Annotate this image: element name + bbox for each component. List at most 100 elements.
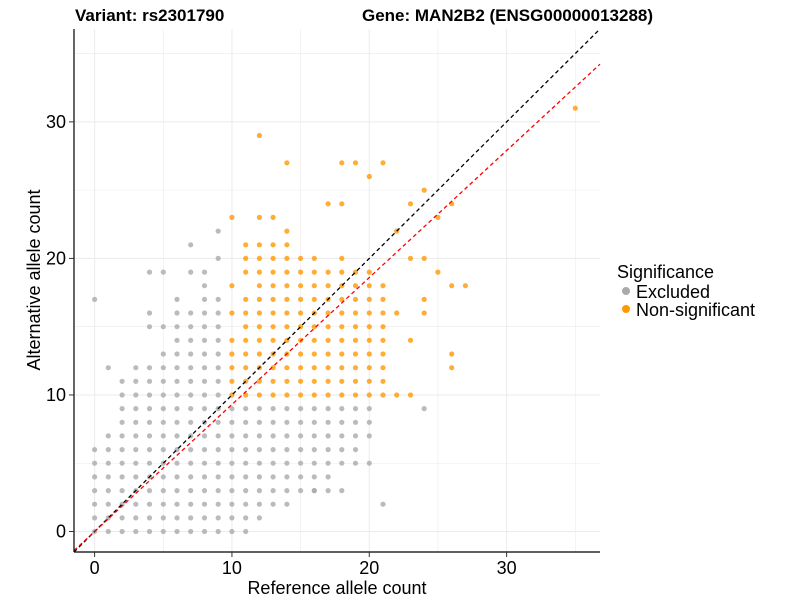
data-point-non-significant [311, 378, 317, 384]
data-point-excluded [146, 324, 153, 330]
data-point-excluded [188, 269, 194, 275]
data-point-excluded [146, 419, 153, 425]
data-point-excluded [188, 447, 194, 453]
data-point-excluded [229, 528, 235, 535]
data-point-non-significant [380, 324, 386, 330]
data-point-non-significant [229, 337, 235, 343]
data-point-excluded [92, 296, 98, 302]
data-point-excluded [215, 255, 221, 261]
data-point-excluded [380, 501, 386, 507]
data-point-excluded [174, 351, 180, 357]
data-point-excluded [215, 324, 221, 330]
y-tick-label: 10 [46, 385, 66, 405]
data-point-excluded [188, 488, 194, 494]
data-point-excluded [270, 501, 276, 507]
data-point-excluded [215, 337, 221, 343]
data-point-excluded [270, 433, 276, 439]
data-point-excluded [119, 433, 125, 439]
data-point-excluded [256, 488, 262, 494]
data-point-excluded [92, 460, 98, 466]
data-point-excluded [215, 474, 221, 480]
data-point-non-significant [366, 296, 372, 302]
data-point-non-significant [366, 324, 372, 330]
data-point-excluded [160, 378, 166, 384]
data-point-excluded [243, 460, 249, 466]
data-point-excluded [215, 515, 221, 521]
data-point-excluded [243, 501, 249, 507]
data-point-excluded [119, 419, 125, 425]
data-point-excluded [201, 324, 208, 330]
data-point-non-significant [421, 187, 427, 193]
data-point-excluded [133, 378, 139, 384]
x-axis-title: Reference allele count [247, 578, 426, 598]
data-point-non-significant [380, 283, 386, 289]
data-point-non-significant [270, 269, 276, 275]
data-point-excluded [174, 378, 180, 384]
data-point-excluded [188, 378, 194, 384]
data-point-excluded [92, 488, 98, 494]
data-point-excluded [188, 528, 194, 535]
x-tick-label: 30 [497, 558, 517, 578]
data-point-non-significant [311, 283, 317, 289]
data-point-non-significant [352, 365, 359, 371]
data-point-excluded [339, 433, 345, 439]
data-point-excluded [325, 460, 331, 466]
data-point-non-significant [243, 351, 249, 357]
data-point-excluded [215, 365, 221, 371]
data-point-non-significant [298, 310, 304, 316]
data-point-excluded [105, 501, 111, 507]
data-points [92, 105, 578, 535]
data-point-non-significant [449, 365, 455, 371]
data-point-excluded [421, 406, 427, 412]
data-point-excluded [325, 488, 331, 494]
data-point-non-significant [366, 351, 372, 357]
data-point-excluded [160, 433, 166, 439]
data-point-excluded [366, 419, 372, 425]
data-point-excluded [105, 365, 111, 371]
data-point-excluded [174, 392, 180, 398]
data-point-excluded [174, 296, 180, 302]
y-tick-label: 20 [46, 248, 66, 268]
data-point-non-significant [256, 310, 262, 316]
data-point-excluded [215, 392, 221, 398]
data-point-excluded [229, 433, 235, 439]
data-point-non-significant [339, 160, 345, 166]
data-point-excluded [188, 501, 194, 507]
data-point-excluded [188, 310, 194, 316]
data-point-non-significant [229, 283, 235, 289]
legend-swatch-nonsignificant [622, 305, 630, 313]
data-point-excluded [119, 474, 125, 480]
data-point-non-significant [311, 337, 317, 343]
data-point-non-significant [407, 255, 414, 261]
data-point-excluded [339, 447, 345, 453]
data-point-non-significant [229, 365, 235, 371]
data-point-excluded [352, 460, 359, 466]
data-point-excluded [298, 447, 304, 453]
data-point-excluded [160, 365, 166, 371]
data-point-excluded [92, 447, 98, 453]
data-point-excluded [215, 433, 221, 439]
data-point-excluded [256, 406, 262, 412]
data-point-non-significant [256, 337, 262, 343]
data-point-excluded [201, 365, 208, 371]
data-point-excluded [188, 419, 194, 425]
data-point-excluded [215, 228, 221, 234]
y-axis-title: Alternative allele count [24, 189, 44, 370]
data-point-non-significant [270, 310, 276, 316]
data-point-excluded [105, 488, 111, 494]
data-point-non-significant [229, 378, 235, 384]
data-point-excluded [229, 447, 235, 453]
data-point-excluded [284, 406, 290, 412]
data-point-excluded [174, 310, 180, 316]
data-point-excluded [174, 501, 180, 507]
data-point-non-significant [243, 337, 249, 343]
data-point-non-significant [366, 283, 372, 289]
data-point-excluded [215, 528, 221, 535]
data-point-excluded [188, 242, 194, 248]
data-point-excluded [215, 501, 221, 507]
data-point-excluded [298, 419, 304, 425]
data-point-non-significant [284, 310, 290, 316]
data-point-non-significant [462, 283, 468, 289]
data-point-excluded [188, 337, 194, 343]
data-point-excluded [298, 433, 304, 439]
